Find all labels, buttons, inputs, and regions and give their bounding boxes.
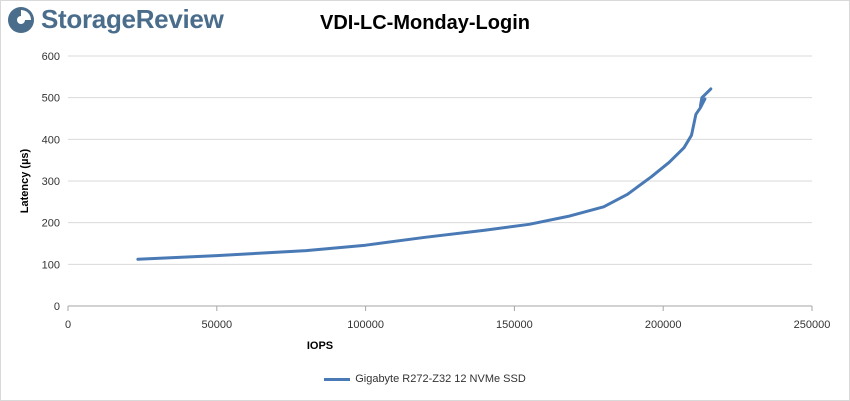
chart-legend: Gigabyte R272-Z32 12 NVMe SSD xyxy=(0,373,850,385)
x-tick-label: 200000 xyxy=(645,319,682,331)
brand-name: StorageReview xyxy=(41,4,224,34)
legend-label: Gigabyte R272-Z32 12 NVMe SSD xyxy=(355,373,526,385)
y-tick-label: 300 xyxy=(42,176,60,188)
y-tick-label: 200 xyxy=(42,218,60,230)
y-tick-label: 600 xyxy=(42,51,60,63)
series-line xyxy=(136,87,713,261)
x-tick-label: 150000 xyxy=(496,319,533,331)
y-tick-label: 0 xyxy=(54,301,60,313)
y-tick-label: 500 xyxy=(42,93,60,105)
x-axis-title: IOPS xyxy=(307,340,333,352)
y-axis-title: Latency (µs) xyxy=(19,148,31,213)
y-tick-label: 400 xyxy=(42,134,60,146)
chart-title: VDI-LC-Monday-Login xyxy=(320,12,530,34)
legend-swatch xyxy=(324,377,351,381)
y-tick-label: 100 xyxy=(42,259,60,271)
storagereview-logo-icon xyxy=(8,6,34,33)
x-tick-label: 0 xyxy=(65,319,71,331)
x-tick-label: 50000 xyxy=(202,319,233,331)
x-tick-label: 100000 xyxy=(347,319,384,331)
brand-logo: StorageReview xyxy=(7,4,224,35)
x-tick-label: 250000 xyxy=(794,319,831,331)
